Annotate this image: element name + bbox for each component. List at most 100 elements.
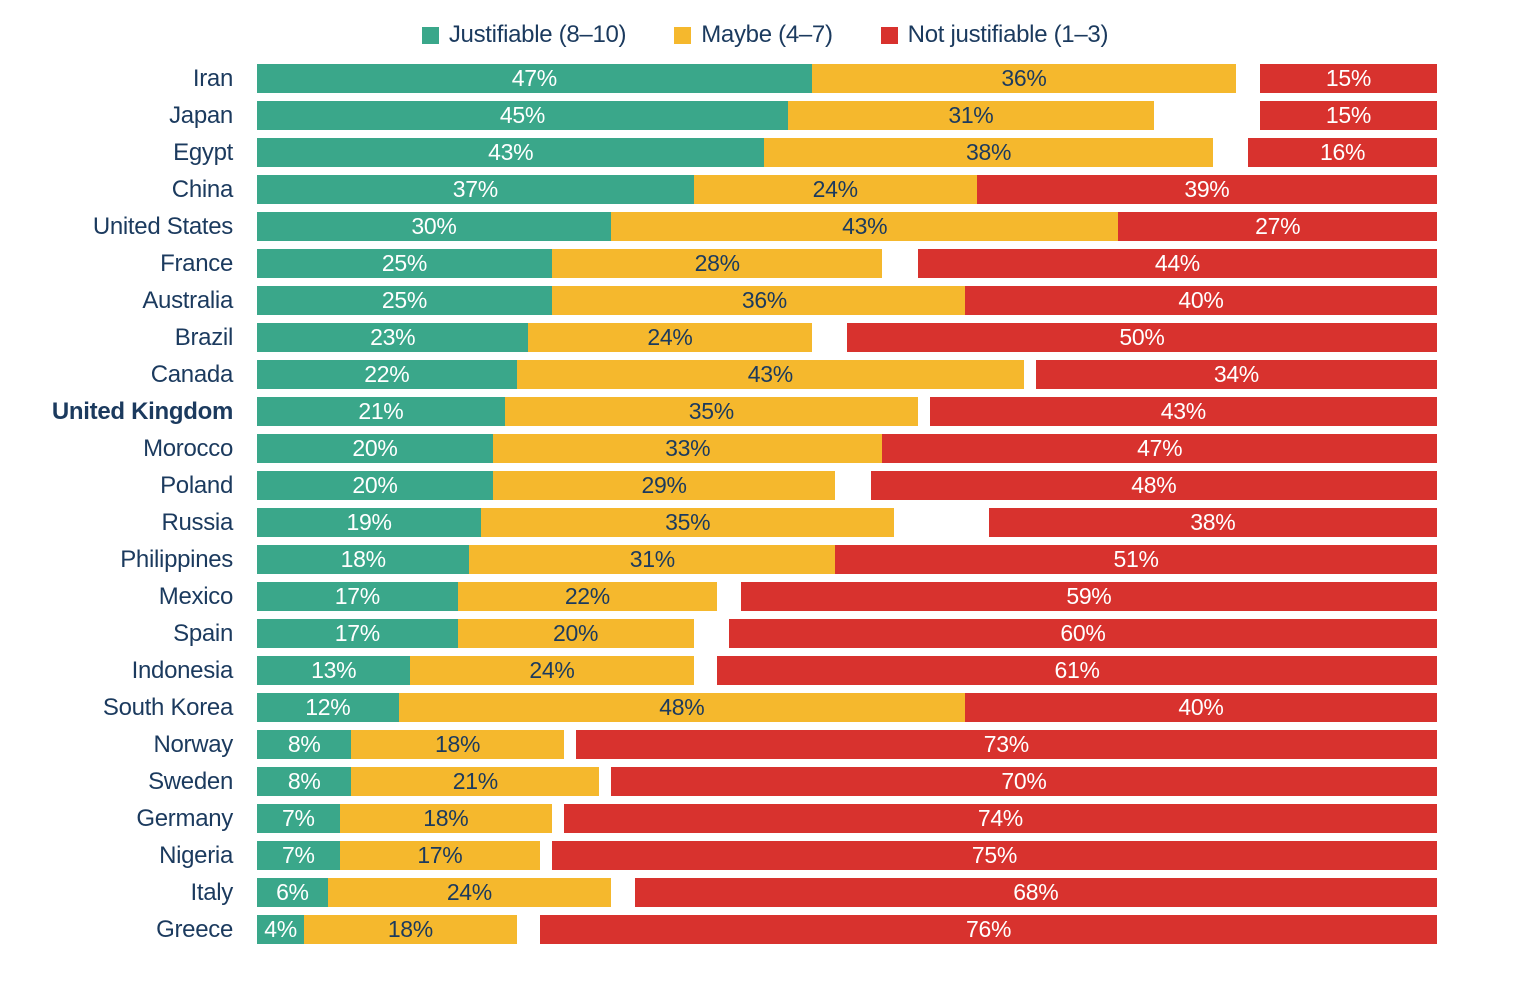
segment-justifiable: 30% <box>257 212 611 241</box>
segment-justifiable: 25% <box>257 286 552 315</box>
segment-maybe: 20% <box>457 619 694 648</box>
segment-justifiable: 17% <box>257 582 458 611</box>
segment-value: 70% <box>1001 768 1047 794</box>
bar-track: 21% 35% 43% <box>257 397 1437 426</box>
segment-value: 18% <box>387 916 433 942</box>
legend-item-not-justifiable: Not justifiable (1–3) <box>880 21 1109 49</box>
chart-row: United States 30% 43% 27% <box>0 208 1530 245</box>
bar-track: 20% 29% 48% <box>257 471 1437 500</box>
segment-value: 7% <box>281 842 315 868</box>
bar-track: 25% 28% 44% <box>257 249 1437 278</box>
chart-row: Russia 19% 35% 38% <box>0 504 1530 541</box>
segment-value: 17% <box>334 620 380 646</box>
segment-value: 43% <box>747 361 793 387</box>
segment-not-justifiable: 50% <box>847 323 1437 352</box>
segment-justifiable: 23% <box>257 323 529 352</box>
segment-not-justifiable: 40% <box>965 693 1437 722</box>
segment-value: 20% <box>352 435 398 461</box>
segment-value: 7% <box>281 805 315 831</box>
chart-legend: Justifiable (8–10) Maybe (4–7) Not justi… <box>0 0 1530 52</box>
segment-justifiable: 20% <box>257 471 493 500</box>
segment-not-justifiable: 60% <box>729 619 1437 648</box>
segment-value: 25% <box>381 250 428 276</box>
segment-maybe: 18% <box>339 804 552 833</box>
category-label: Spain <box>173 619 233 647</box>
chart-row: Mexico 17% 22% 59% <box>0 578 1530 615</box>
category-label: United Kingdom <box>51 397 233 425</box>
segment-value: 13% <box>311 657 357 683</box>
maybe-swatch-icon <box>674 26 692 44</box>
chart-row: Canada 22% 43% 34% <box>0 356 1530 393</box>
bar-track: 19% 35% 38% <box>257 508 1437 537</box>
chart-row: United Kingdom 21% 35% 43% <box>0 393 1530 430</box>
segment-maybe: 36% <box>811 64 1237 93</box>
chart-row: Italy 6% 24% 68% <box>0 874 1530 911</box>
segment-not-justifiable: 15% <box>1260 64 1437 93</box>
segment-justifiable: 43% <box>257 138 765 167</box>
category-label: Philippines <box>120 545 233 573</box>
bar-track: 17% 22% 59% <box>257 582 1437 611</box>
not-justifiable-swatch-icon <box>880 26 898 44</box>
chart-row: Nigeria 7% 17% 75% <box>0 837 1530 874</box>
bar-track: 23% 24% 50% <box>257 323 1437 352</box>
bar-track: 7% 17% 75% <box>257 841 1437 870</box>
chart-row: South Korea 12% 48% 40% <box>0 689 1530 726</box>
chart-row: Iran 47% 36% 15% <box>0 60 1530 97</box>
segment-value: 20% <box>352 472 398 498</box>
segment-maybe: 22% <box>457 582 718 611</box>
segment-maybe: 48% <box>398 693 965 722</box>
segment-maybe: 21% <box>351 767 600 796</box>
segment-value: 24% <box>647 324 693 350</box>
bar-track: 45% 31% 15% <box>257 101 1437 130</box>
bar-track: 30% 43% 27% <box>257 212 1437 241</box>
segment-not-justifiable: 38% <box>988 508 1437 537</box>
segment-value: 47% <box>1137 435 1183 461</box>
segment-value: 18% <box>340 546 386 572</box>
justifiable-swatch-icon <box>421 26 439 44</box>
segment-value: 24% <box>812 176 858 202</box>
chart-row: Morocco 20% 33% 47% <box>0 430 1530 467</box>
segment-value: 40% <box>1178 694 1224 720</box>
segment-justifiable: 4% <box>257 915 305 944</box>
segment-maybe: 33% <box>493 434 883 463</box>
legend-item-maybe: Maybe (4–7) <box>674 21 833 49</box>
chart-row: Norway 8% 18% 73% <box>0 726 1530 763</box>
legend-label: Not justifiable (1–3) <box>907 21 1109 48</box>
segment-value: 43% <box>1160 398 1206 424</box>
segment-value: 15% <box>1325 102 1372 128</box>
bar-track: 7% 18% 74% <box>257 804 1437 833</box>
bar-track: 18% 31% 51% <box>257 545 1437 574</box>
segment-not-justifiable: 15% <box>1260 101 1437 130</box>
segment-not-justifiable: 16% <box>1248 138 1437 167</box>
segment-value: 43% <box>842 213 888 239</box>
segment-maybe: 29% <box>493 471 836 500</box>
bar-track: 37% 24% 39% <box>257 175 1437 204</box>
segment-value: 17% <box>417 842 463 868</box>
segment-value: 48% <box>659 694 705 720</box>
segment-value: 31% <box>629 546 675 572</box>
segment-maybe: 24% <box>528 323 812 352</box>
segment-value: 17% <box>334 583 380 609</box>
bar-track: 20% 33% 47% <box>257 434 1437 463</box>
chart-row: Egypt 43% 38% 16% <box>0 134 1530 171</box>
chart-row: Germany 7% 18% 74% <box>0 800 1530 837</box>
segment-justifiable: 6% <box>257 878 328 907</box>
category-label: Canada <box>150 360 234 388</box>
segment-value: 15% <box>1325 65 1372 91</box>
segment-value: 40% <box>1178 287 1224 313</box>
segment-value: 51% <box>1113 546 1159 572</box>
segment-value: 35% <box>665 509 711 535</box>
segment-value: 18% <box>423 805 469 831</box>
segment-not-justifiable: 48% <box>870 471 1437 500</box>
segment-maybe: 31% <box>788 101 1154 130</box>
segment-value: 38% <box>966 139 1012 165</box>
segment-value: 28% <box>694 250 740 276</box>
segment-not-justifiable: 73% <box>575 730 1437 759</box>
segment-justifiable: 8% <box>257 730 352 759</box>
segment-value: 59% <box>1066 583 1112 609</box>
segment-justifiable: 21% <box>257 397 505 426</box>
segment-value: 48% <box>1131 472 1177 498</box>
segment-justifiable: 25% <box>257 249 552 278</box>
segment-justifiable: 47% <box>257 64 812 93</box>
